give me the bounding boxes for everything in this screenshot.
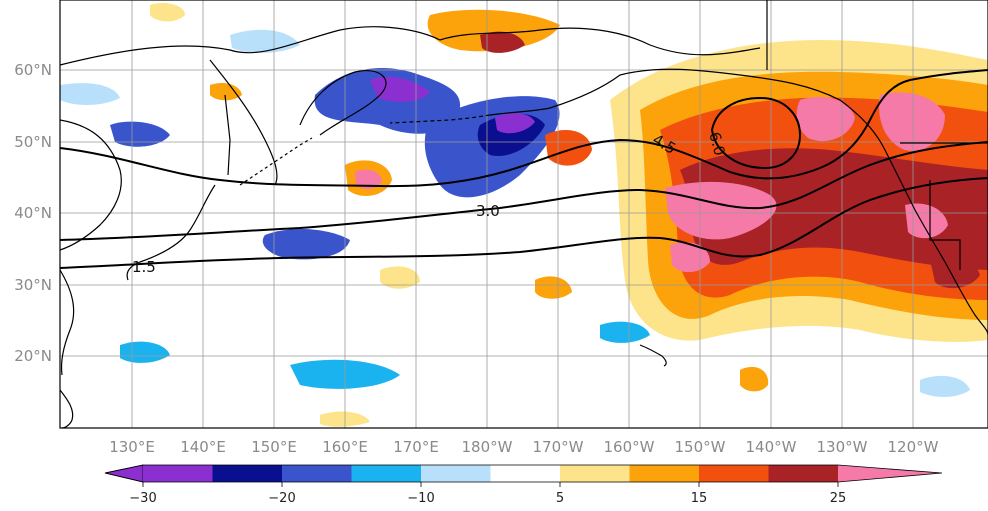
warm-small-3	[380, 266, 420, 289]
border-us-states	[929, 180, 961, 270]
coastline-sakhalin	[224, 94, 231, 176]
contour-label-6.0: 6.0	[705, 130, 729, 158]
longitude-labels: 130°E 140°E 150°E 160°E 170°E 180°W 170°…	[109, 438, 938, 456]
anomaly-shading	[60, 3, 988, 427]
colorbar-ticks	[142, 482, 839, 487]
light-cold-patch-4	[600, 321, 650, 343]
contour-1.5	[59, 177, 988, 269]
colorbar-high-extend-arrow	[838, 465, 942, 482]
colorbar-segment-8	[629, 465, 699, 482]
coastlines	[59, 0, 988, 429]
warm-anomaly-north-central	[545, 130, 592, 166]
map-panel: 1.5 3.0 4.5 6.0	[59, 0, 988, 429]
cold-anomaly-kamchatka	[314, 67, 461, 134]
lon-label-130w: 130°W	[817, 438, 868, 456]
coastline-east-china	[59, 269, 75, 376]
lat-label-40n: 40°N	[14, 204, 52, 222]
colorbar-segment-3	[282, 465, 352, 482]
colorbar-segment-6	[490, 465, 560, 482]
coastline-japan	[126, 184, 216, 281]
colorbar-label-1: −30	[129, 491, 156, 506]
colorbar-tick-labels: −30 −20 −10 5 15 25	[129, 491, 846, 506]
colorbar-label-3: −10	[407, 491, 434, 506]
lon-label-140e: 140°E	[180, 438, 226, 456]
contour-label-3.0: 3.0	[476, 202, 500, 220]
lat-label-20n: 20°N	[14, 347, 52, 365]
warm-anomaly-west-coast-core	[930, 256, 980, 289]
warm-small-2	[210, 83, 242, 101]
warm-anomaly-arctic-core	[480, 31, 525, 53]
lat-label-60n: 60°N	[14, 61, 52, 79]
lon-label-150e: 150°E	[251, 438, 297, 456]
warm-small-1	[150, 3, 185, 22]
mean-contours	[59, 69, 988, 269]
extreme-warm-anomaly-gulf	[796, 96, 855, 142]
coastline-california	[944, 261, 988, 336]
warm-small-5	[740, 366, 769, 392]
strong-cold-anomaly-kamchatka	[370, 76, 430, 102]
warm-anomaly-sea-of-okhotsk-core	[355, 169, 382, 189]
lon-label-140w: 140°W	[746, 438, 797, 456]
coastline-british-columbia	[884, 149, 946, 263]
light-cold-patch-5	[920, 375, 970, 397]
coastline-gulf-of-alaska	[619, 68, 886, 151]
extreme-warm-anomaly-coast	[879, 92, 945, 151]
coastline-korea-china	[59, 119, 122, 251]
contour-label-1.5: 1.5	[132, 258, 156, 276]
colorbar-segment-10	[768, 465, 838, 482]
lon-label-150w: 150°W	[675, 438, 726, 456]
colorbar-segment-5	[421, 465, 491, 482]
warm-anomaly-arctic	[427, 9, 560, 52]
lon-label-180w: 180°W	[462, 438, 513, 456]
lat-label-30n: 30°N	[14, 276, 52, 294]
lat-label-50n: 50°N	[14, 133, 52, 151]
cold-anomaly-japan-east	[262, 228, 350, 260]
coastline-kamchatka	[299, 70, 387, 136]
lon-label-160e: 160°E	[322, 438, 368, 456]
contour-6.0-closed	[710, 96, 802, 170]
extreme-warm-anomaly-band	[665, 181, 777, 240]
colorbar: −30 −20 −10 5 15 25	[104, 464, 943, 506]
lon-label-170e: 170°E	[393, 438, 439, 456]
lon-label-130e: 130°E	[109, 438, 155, 456]
latitude-labels: 60°N 50°N 40°N 30°N 20°N	[14, 61, 52, 365]
colorbar-low-extend-arrow	[104, 464, 144, 483]
coastline-alaska-peninsula	[489, 74, 621, 116]
lon-label-160w: 160°W	[604, 438, 655, 456]
colorbar-label-4: 5	[556, 491, 564, 506]
coastline-siberia	[59, 26, 441, 66]
coastline-sea-of-okhotsk	[209, 59, 278, 186]
coastline-hawaii	[639, 344, 667, 367]
map-frame	[59, 0, 988, 429]
light-cold-patch-3	[120, 341, 170, 363]
contour-4.5	[59, 69, 988, 188]
lon-label-120w: 120°W	[888, 438, 939, 456]
colorbar-segment-4	[351, 465, 421, 482]
colorbar-segment-9	[699, 465, 769, 482]
colorbar-segment-1	[143, 465, 213, 482]
colorbar-segment-7	[560, 465, 630, 482]
lon-label-170w: 170°W	[533, 438, 584, 456]
colorbar-label-6: 25	[830, 491, 847, 506]
colorbar-segment-2	[212, 465, 282, 482]
colorbar-label-5: 15	[691, 491, 708, 506]
coastline-alaska-north	[439, 27, 761, 56]
warm-small-4	[535, 276, 572, 299]
gridlines	[60, 0, 988, 428]
light-cold-patch-2	[60, 83, 120, 105]
colorbar-label-2: −20	[268, 491, 295, 506]
contour-3.0	[59, 141, 988, 241]
extreme-cold-anomaly-aleutian	[495, 113, 535, 134]
coastline-philippines	[59, 389, 74, 429]
coastline-aleutian-islands	[389, 114, 491, 124]
coastline-kuril-islands	[239, 137, 313, 186]
cold-anomaly-japan-west	[110, 121, 170, 147]
